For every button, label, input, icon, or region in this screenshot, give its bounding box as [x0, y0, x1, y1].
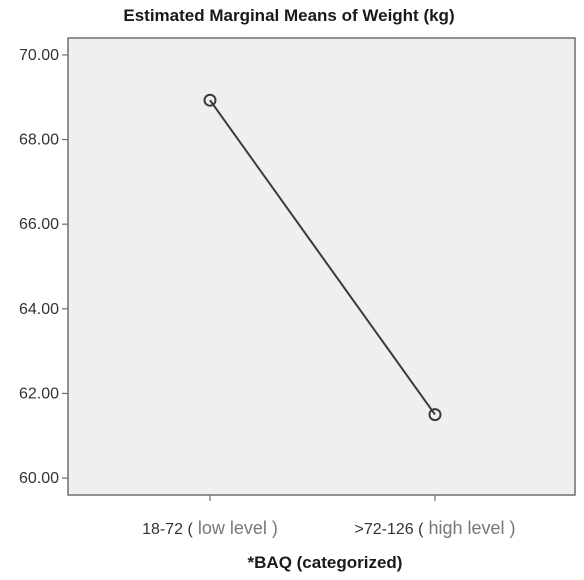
series-layer [203, 93, 442, 422]
plot-area [67, 37, 576, 496]
y-axis: 60.00 62.00 64.00 66.00 68.00 70.00 [19, 47, 68, 487]
x-tick-label: 18-72 ( low level ) [142, 518, 278, 538]
y-tick-label: 60.00 [19, 470, 59, 487]
y-tick-label: 64.00 [19, 301, 59, 318]
data-point [428, 408, 442, 422]
x-axis: 18-72 ( low level ) >72-126 ( high level … [142, 495, 516, 538]
chart-title: Estimated Marginal Means of Weight (kg) [123, 6, 454, 25]
y-tick-label: 66.00 [19, 216, 59, 233]
y-tick-label: 68.00 [19, 132, 59, 149]
x-tick-label-main: >72-126 ( [355, 521, 425, 538]
x-tick-label-main: 18-72 ( [142, 521, 193, 538]
x-axis-label: *BAQ (categorized) [248, 553, 403, 572]
series-line [209, 99, 436, 416]
data-point [203, 93, 217, 107]
x-tick-label: >72-126 ( high level ) [355, 518, 516, 538]
x-tick-label-paren: high level ) [423, 518, 515, 538]
x-tick-label-paren: low level ) [193, 518, 278, 538]
y-tick-label: 62.00 [19, 385, 59, 402]
y-tick-label: 70.00 [19, 47, 59, 64]
